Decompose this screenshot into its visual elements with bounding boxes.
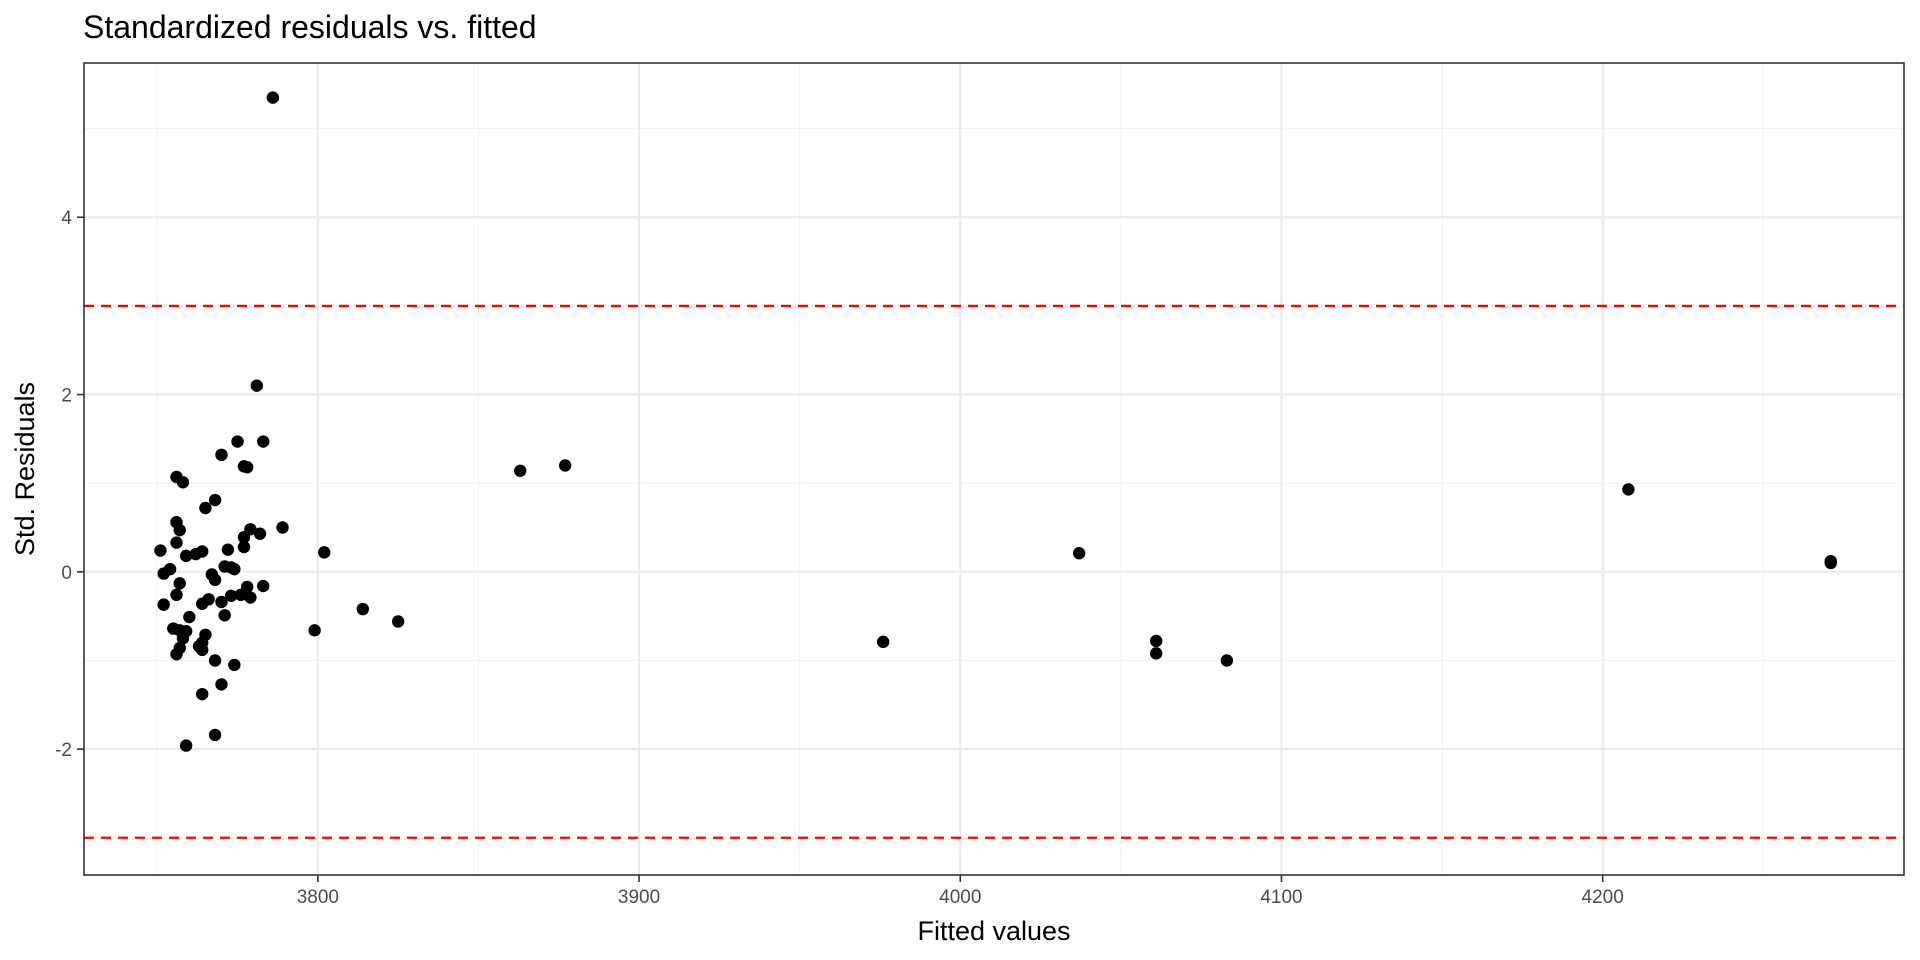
data-points [154,91,1837,752]
data-point [208,573,222,587]
data-point [157,567,170,580]
data-point [244,591,257,604]
data-point [276,521,289,534]
y-tick-label: 4 [61,208,72,229]
y-axis-title: Std. Residuals [10,382,40,556]
x-tick-label: 3800 [297,887,339,908]
reference-lines [84,304,1904,839]
data-point [257,435,270,448]
data-point [876,635,890,649]
data-point [1824,554,1837,568]
data-point [221,543,235,556]
data-point [173,523,186,537]
x-axis-title: Fitted values [917,916,1070,946]
data-point [215,678,228,691]
data-point [237,540,251,554]
data-point [1150,634,1163,648]
data-point [176,632,190,645]
data-point [1150,647,1163,660]
data-point [253,527,267,540]
data-point [170,648,183,661]
data-point [558,459,572,472]
data-point [218,609,231,622]
chart-title: Standardized residuals vs. fitted [83,9,537,45]
data-point [196,643,209,657]
data-point [257,579,270,593]
data-point [215,595,228,609]
data-point [179,739,193,752]
y-axis-ticks: -2 0 2 4 [55,208,84,761]
data-point [234,588,247,602]
data-point [196,687,209,701]
data-point [308,624,321,637]
data-point [208,493,222,507]
data-point [1220,654,1234,667]
y-tick-label: -2 [55,740,72,761]
data-point [224,589,238,602]
data-point [250,379,264,392]
data-point [237,531,251,544]
data-point [199,501,212,515]
y-tick-label: 0 [61,563,72,584]
data-point [189,547,202,561]
plot-panel-border [83,62,1905,876]
y-tick-label: 2 [61,386,72,407]
data-point [173,577,186,590]
data-point [183,610,196,624]
data-point [266,91,280,104]
x-tick-label: 3900 [618,887,660,908]
data-point [208,654,222,667]
data-point [356,602,370,616]
data-point [391,615,405,628]
data-point [318,546,331,559]
data-point [231,435,244,448]
x-axis-ticks: 3800 3900 4000 4100 4200 [297,875,1624,908]
data-point [228,562,241,576]
x-tick-label: 4200 [1582,887,1624,908]
data-point [514,464,527,477]
data-point [1622,483,1635,496]
data-point [215,448,228,462]
data-point [228,658,241,672]
x-tick-label: 4000 [939,887,981,908]
data-point [170,536,183,549]
data-point [154,544,167,557]
data-point [196,597,209,610]
data-point [157,598,170,611]
data-point [179,549,193,563]
x-tick-label: 4100 [1260,887,1302,908]
major-gridlines [84,63,1904,875]
data-point [170,588,183,602]
data-point [1072,547,1086,560]
data-point [176,476,190,489]
minor-gridlines [84,63,1904,875]
data-point [240,461,254,474]
data-point [218,560,231,573]
data-point [208,728,222,742]
